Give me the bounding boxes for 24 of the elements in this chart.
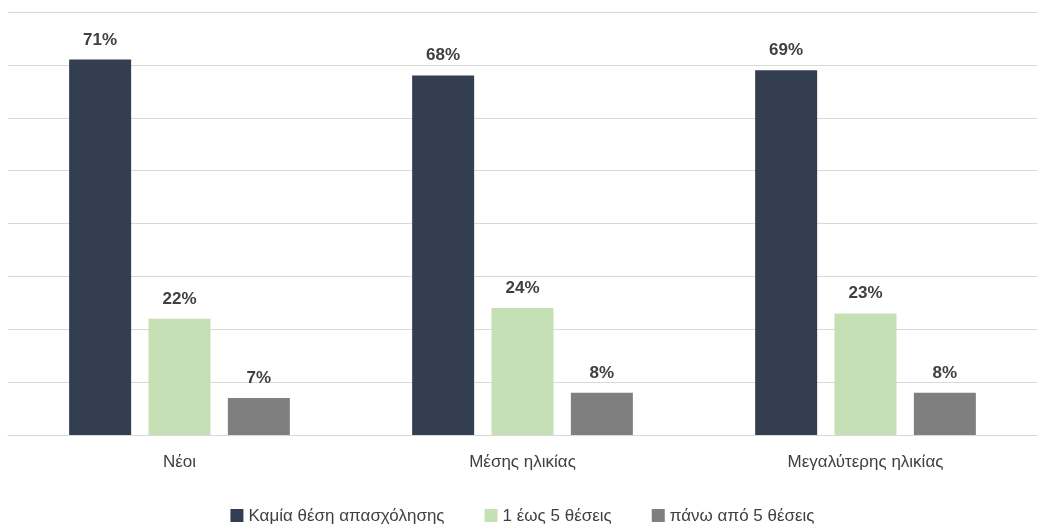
data-label: 8% — [932, 362, 958, 382]
data-label: 8% — [589, 362, 615, 382]
bar — [491, 308, 554, 435]
data-label: 69% — [769, 40, 804, 60]
legend-label: Καμία θέση απασχόλησης — [248, 506, 445, 525]
legend-label: 1 έως 5 θέσεις — [502, 506, 612, 525]
data-label: 24% — [505, 278, 540, 298]
data-label: 71% — [83, 29, 118, 49]
x-tick-label: Μεγαλύτερης ηλικίας — [787, 452, 944, 471]
bar — [755, 70, 818, 435]
bar — [69, 59, 132, 435]
bar — [227, 397, 290, 435]
bar — [913, 392, 976, 435]
legend-label: πάνω από 5 θέσεις — [669, 506, 815, 525]
x-tick-label: Νέοι — [162, 452, 197, 471]
bar — [570, 392, 633, 435]
bar — [412, 75, 475, 435]
data-label: 22% — [162, 288, 197, 308]
bar — [148, 318, 211, 435]
data-label: 68% — [426, 45, 461, 65]
data-label: 23% — [848, 283, 883, 303]
x-tick-label: Μέσης ηλικίας — [469, 452, 576, 471]
data-label: 7% — [246, 367, 272, 387]
bar — [834, 313, 897, 435]
